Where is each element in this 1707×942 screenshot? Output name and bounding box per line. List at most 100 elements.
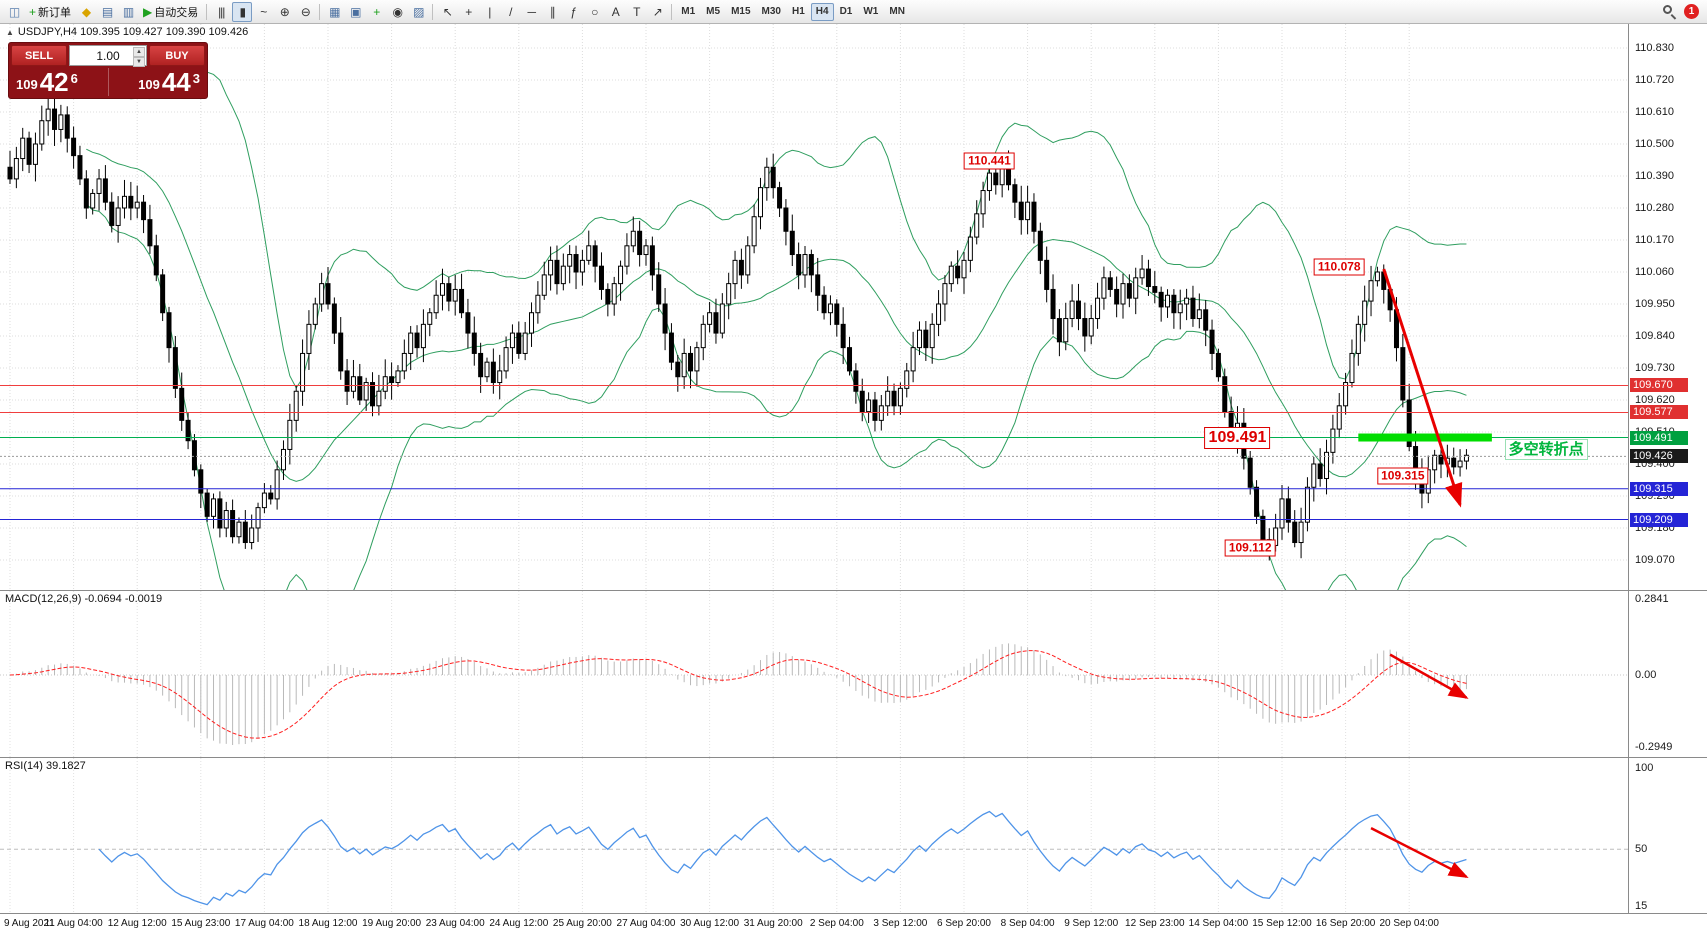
- indicators-button[interactable]: +: [366, 2, 386, 22]
- quote-display: 109 42 6 109 44 3: [11, 68, 205, 96]
- macd-label: MACD(12,26,9) -0.0694 -0.0019: [5, 593, 163, 605]
- line-chart-icon: ~: [260, 4, 267, 19]
- price-tag-109.209: 109.209: [1630, 512, 1688, 527]
- zoom-out-icon: ⊖: [300, 4, 311, 19]
- data-window-button[interactable]: ▥: [118, 2, 138, 22]
- panel-separator[interactable]: [0, 913, 1707, 914]
- chart-annotation-text[interactable]: 多空转折点: [1504, 439, 1588, 461]
- macd-panel[interactable]: MACD(12,26,9) -0.0694 -0.0019: [0, 591, 1628, 757]
- fibonacci-button[interactable]: ƒ: [563, 2, 583, 22]
- channel-button[interactable]: ∥: [542, 2, 562, 22]
- price-callout-109.112[interactable]: 109.112: [1224, 539, 1276, 557]
- chart-window-icon: ◫: [8, 4, 20, 19]
- crosshair-button[interactable]: +: [458, 2, 478, 22]
- time-axis-label: 9 Aug 2021: [4, 918, 55, 929]
- sell-price: 109 42 6: [11, 68, 108, 96]
- line-chart-button[interactable]: ~: [253, 2, 273, 22]
- chart-window-button[interactable]: ◫: [4, 2, 24, 22]
- new-order-button[interactable]: + 新订单: [25, 2, 75, 22]
- arrows-tool-button[interactable]: ↗: [647, 2, 667, 22]
- buy-button[interactable]: BUY: [149, 45, 205, 66]
- candlestick-chart-button[interactable]: ▮: [232, 1, 253, 22]
- timeframe-button-mn[interactable]: MN: [889, 6, 905, 17]
- timeframe-button-m30[interactable]: M30: [761, 6, 781, 17]
- indicators-icon: +: [373, 4, 380, 19]
- periods-button[interactable]: ◉: [387, 2, 407, 22]
- timeframe-button-h1[interactable]: H1: [791, 6, 805, 17]
- price-callout-110.441[interactable]: 110.441: [964, 152, 1015, 170]
- main-grid: [0, 24, 1628, 590]
- price-tick-label: 109.070: [1635, 553, 1675, 566]
- autotrading-button[interactable]: ▶ 自动交易: [139, 2, 202, 22]
- text-label-icon: T: [633, 4, 640, 19]
- template-button[interactable]: ▨: [408, 2, 428, 22]
- timeframe-button-m15[interactable]: M15: [731, 6, 751, 17]
- sell-button[interactable]: SELL: [11, 45, 67, 66]
- rsi-panel[interactable]: RSI(14) 39.1827: [0, 758, 1628, 913]
- text-label-button[interactable]: T: [626, 2, 646, 22]
- arrange-windows-button[interactable]: ▣: [345, 2, 365, 22]
- price-tag-109.577: 109.577: [1630, 405, 1688, 420]
- toolbar-separator: [432, 3, 434, 20]
- time-axis[interactable]: 9 Aug 2021 11 Aug 04:00 12 Aug 12:00 15 Aug…: [0, 914, 1628, 942]
- cursor-button[interactable]: ↖: [437, 2, 457, 22]
- green-zone-bar[interactable]: [1358, 433, 1492, 442]
- price-callout-109.315[interactable]: 109.315: [1377, 467, 1429, 485]
- time-axis-label: 25 Aug 20:00: [552, 918, 612, 929]
- time-axis-label: 2 Sep 04:00: [809, 918, 864, 929]
- panel-separator[interactable]: [0, 590, 1707, 591]
- main-chart-canvas[interactable]: [0, 24, 1628, 590]
- panel-separator[interactable]: [0, 757, 1707, 758]
- price-tag-109.491: 109.491: [1630, 430, 1688, 445]
- volume-field[interactable]: 1.00 ▲ ▼: [69, 45, 147, 67]
- toolbar-separator: [319, 3, 321, 20]
- volume-decrease-button[interactable]: ▼: [133, 57, 145, 67]
- zoom-out-button[interactable]: ⊖: [295, 2, 315, 22]
- time-axis-label: 8 Sep 04:00: [1000, 918, 1055, 929]
- bar-chart-button[interactable]: |||: [211, 2, 231, 22]
- text-button[interactable]: A: [605, 2, 625, 22]
- macd-grid: [0, 591, 1628, 757]
- timeframe-button-m1[interactable]: M1: [681, 6, 696, 17]
- timeframe-button-w1[interactable]: W1: [863, 6, 879, 17]
- notification-badge[interactable]: 1: [1684, 4, 1699, 19]
- horizontal-line-button[interactable]: ─: [521, 2, 541, 22]
- zoom-in-button[interactable]: ⊕: [274, 2, 294, 22]
- chart-collapse-icon[interactable]: ▲: [6, 27, 14, 37]
- time-axis-label: 16 Sep 20:00: [1315, 918, 1376, 929]
- macd-scale-label: 0.00: [1635, 669, 1657, 681]
- volume-increase-button[interactable]: ▲: [133, 47, 145, 57]
- price-tick-label: 109.730: [1635, 361, 1675, 374]
- market-watch-button[interactable]: ▤: [97, 2, 117, 22]
- tile-windows-button[interactable]: ▦: [324, 2, 344, 22]
- trendline-button[interactable]: /: [500, 2, 520, 22]
- time-axis-label: 12 Sep 23:00: [1125, 918, 1185, 929]
- timeframe-button-d1[interactable]: D1: [839, 6, 853, 17]
- price-axis[interactable]: 110.830 110.720 110.610 110.500 110.390 110.2…: [1628, 24, 1707, 914]
- new-order-icon: +: [29, 4, 36, 19]
- volume-spinner: ▲ ▼: [133, 47, 145, 67]
- time-axis-label: 27 Aug 04:00: [616, 918, 676, 929]
- price-tick-label: 110.830: [1635, 42, 1674, 54]
- main-chart-panel[interactable]: ▲ USDJPY,H4 109.395 109.427 109.390 109.…: [0, 24, 1628, 590]
- trendline-icon: /: [509, 4, 513, 19]
- vertical-line-button[interactable]: |: [479, 2, 499, 22]
- timeframe-button-h4[interactable]: H4: [810, 2, 834, 21]
- price-tick-label: 109.620: [1635, 393, 1675, 406]
- macd-histogram: [15, 643, 1467, 745]
- shapes-button[interactable]: ○: [584, 2, 604, 22]
- price-tick-label: 110.610: [1635, 105, 1674, 118]
- fibonacci-icon: ƒ: [570, 4, 577, 19]
- time-axis-label: 19 Aug 20:00: [362, 918, 422, 929]
- timeframe-button-m5[interactable]: M5: [706, 6, 721, 17]
- cursor-icon: ↖: [442, 4, 453, 19]
- price-tick-label: 110.060: [1635, 265, 1674, 278]
- price-callout-109.491[interactable]: 109.491: [1204, 426, 1271, 449]
- time-axis-label: 15 Sep 12:00: [1252, 918, 1312, 929]
- alerts-button[interactable]: ◆: [76, 2, 96, 22]
- sell-price-prefix: 109: [16, 77, 38, 92]
- macd-scale-label: 0.2841: [1635, 593, 1669, 605]
- search-icon[interactable]: [1662, 4, 1677, 20]
- price-callout-110.078[interactable]: 110.078: [1313, 258, 1365, 276]
- volume-value: 1.00: [96, 48, 120, 63]
